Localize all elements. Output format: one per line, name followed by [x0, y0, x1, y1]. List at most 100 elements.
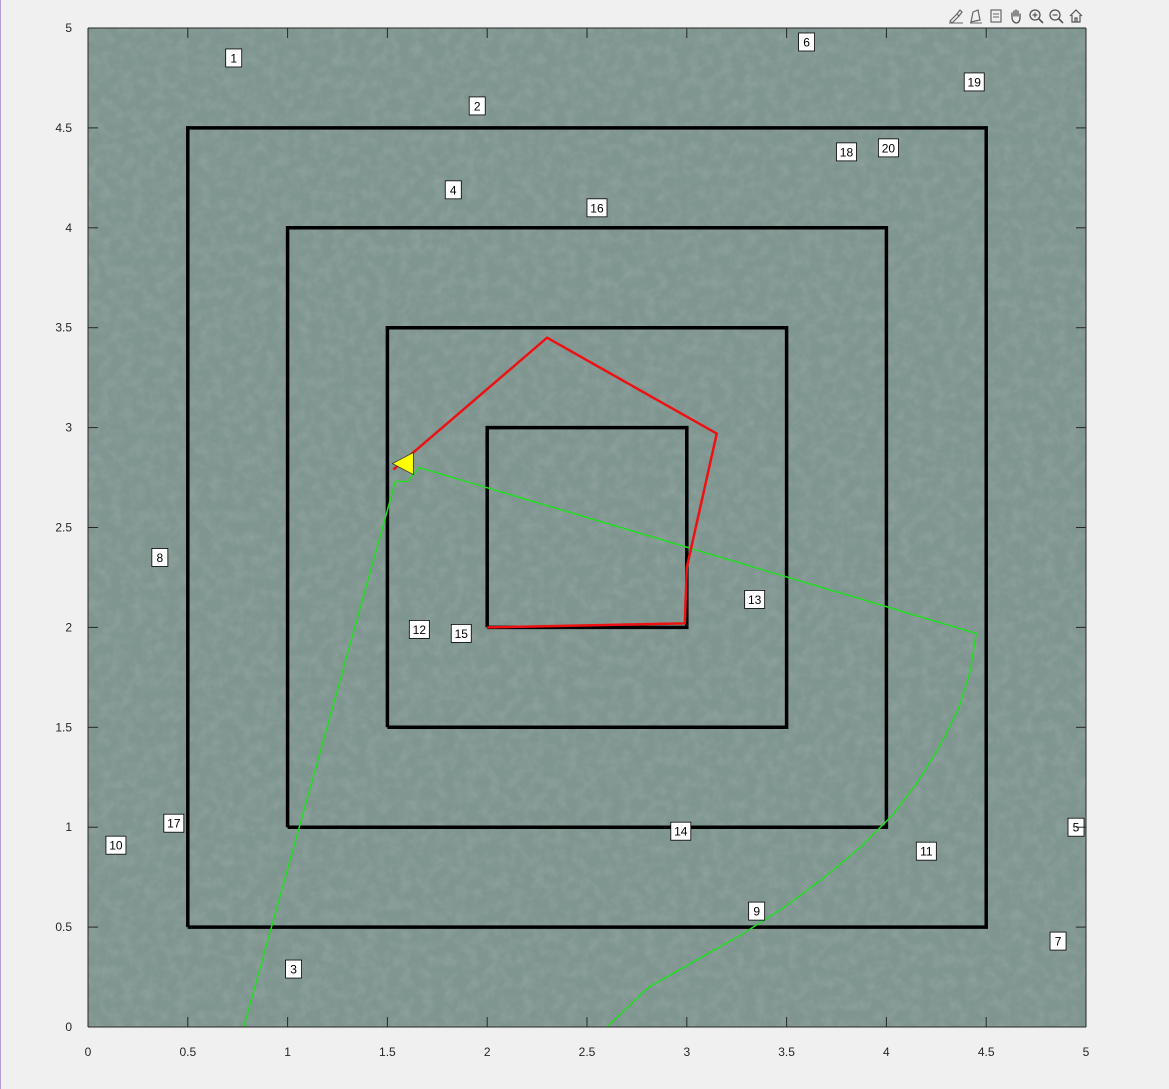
- region-label-box: [408, 619, 430, 639]
- y-tick-label: 5: [65, 21, 72, 35]
- region-label-text: 4: [450, 183, 457, 197]
- zoom-out-button[interactable]: [1046, 6, 1065, 26]
- region-label-text: 12: [413, 623, 427, 637]
- region-label: 4: [444, 180, 462, 200]
- datatip-button[interactable]: [966, 6, 985, 26]
- region-label-box: [163, 813, 185, 833]
- brush-button[interactable]: [946, 6, 965, 26]
- region-label: 2: [468, 96, 486, 116]
- region-label-box: [670, 821, 692, 841]
- region-label: 17: [163, 813, 185, 833]
- region-label: 18: [836, 142, 857, 162]
- x-tick-label: 3: [683, 1045, 690, 1059]
- plot-background: [88, 28, 1086, 1027]
- region-label-box: [468, 96, 486, 116]
- zoom-in-button[interactable]: [1026, 6, 1045, 26]
- x-tick-label: 2: [484, 1045, 491, 1059]
- region-label: 20: [877, 138, 899, 158]
- region-label-text: 11: [920, 845, 933, 859]
- region-label-box: [450, 623, 472, 643]
- terrain-texture: [88, 28, 1086, 1027]
- x-tick-label: 0.5: [179, 1045, 196, 1059]
- home-button[interactable]: [1066, 6, 1085, 26]
- region-label-text: 14: [674, 825, 688, 839]
- region-label-box: [586, 198, 608, 218]
- x-tick-label: 2.5: [579, 1045, 596, 1059]
- region-label-text: 3: [290, 963, 297, 977]
- restore-view-icon: [989, 9, 1002, 23]
- region-label-box: [151, 548, 169, 567]
- y-tick-label: 2.5: [55, 521, 72, 535]
- region-label-text: 19: [968, 75, 982, 89]
- region-label: 8: [151, 548, 169, 567]
- region-label-text: 1: [230, 51, 237, 65]
- y-tick-label: 3.5: [55, 321, 72, 335]
- axes-toolbar: [946, 5, 1085, 27]
- x-tick-label: 1.5: [379, 1045, 396, 1059]
- square-inner: [485, 425, 689, 630]
- pan-button[interactable]: [1006, 6, 1025, 26]
- square-third: [385, 325, 789, 730]
- region-label-text: 6: [803, 35, 810, 49]
- region-label: 15: [450, 623, 472, 643]
- zoom-in-icon: [1028, 9, 1044, 24]
- axes: 0 0.5 1 1.5 2 2.5 3 3.5 4 4.5 5 0 0.5 1 1.5 2 2.5 3 3.5 4 4.…: [55, 21, 1089, 1059]
- home-icon: [1069, 9, 1082, 23]
- y-tick-label: 2: [65, 620, 72, 634]
- region-label-text: 20: [882, 141, 896, 155]
- datatip-icon: [969, 9, 982, 24]
- region-label: 14: [670, 821, 692, 841]
- y-tick-label: 4.5: [55, 121, 72, 135]
- x-tick-label: 0: [85, 1045, 92, 1059]
- zoom-out-icon: [1048, 9, 1064, 24]
- region-label: 13: [744, 590, 766, 609]
- region-label-text: 8: [157, 551, 164, 565]
- region-label: 7: [1049, 931, 1067, 951]
- region-label-box: [744, 590, 766, 609]
- x-tick-label: 3.5: [778, 1045, 795, 1059]
- region-label-text: 17: [167, 817, 181, 831]
- region-label-box: [748, 901, 766, 921]
- region-label: 6: [798, 32, 815, 52]
- x-tick-label: 1: [284, 1045, 291, 1059]
- region-label-text: 18: [840, 145, 854, 159]
- region-label-text: 7: [1055, 935, 1062, 949]
- pan-icon: [1010, 9, 1021, 24]
- region-label-box: [877, 138, 899, 158]
- plot-area: 1234567891011121314151617181920: [105, 32, 1085, 1027]
- y-tick-label: 0.5: [55, 920, 72, 934]
- region-label: 19: [963, 72, 985, 92]
- region-label-text: 10: [109, 839, 123, 853]
- region-label-text: 15: [455, 627, 469, 641]
- region-label-box: [915, 841, 937, 861]
- region-label-box: [225, 48, 243, 68]
- robot-marker: [391, 451, 414, 476]
- region-label-text: 2: [474, 99, 481, 113]
- green-path: [242, 466, 978, 1027]
- region-label-box: [285, 959, 302, 979]
- region-label-box: [798, 32, 815, 52]
- region-label: 1: [225, 48, 243, 68]
- region-label-box: [836, 142, 857, 162]
- restore-view-button[interactable]: [986, 6, 1005, 26]
- region-label-text: 13: [748, 593, 762, 607]
- y-tick-label: 1: [65, 820, 72, 834]
- region-label-box: [963, 72, 985, 92]
- region-label: 11: [915, 841, 937, 861]
- window-edge: [0, 0, 1, 1089]
- red-path: [392, 336, 718, 629]
- region-label: 3: [285, 959, 302, 979]
- region-label-box: [1049, 931, 1067, 951]
- region-label-box: [444, 180, 462, 200]
- brush-icon: [948, 9, 963, 24]
- region-label: 9: [748, 901, 766, 921]
- region-label: 10: [105, 835, 127, 855]
- region-label-text: 9: [753, 905, 760, 919]
- y-tick-label: 0: [65, 1020, 72, 1034]
- y-tick-label: 3: [65, 421, 72, 435]
- x-tick-label: 5: [1083, 1045, 1090, 1059]
- square-outer: [186, 126, 988, 929]
- x-tick-label: 4.5: [978, 1045, 995, 1059]
- x-tick-label: 4: [883, 1045, 890, 1059]
